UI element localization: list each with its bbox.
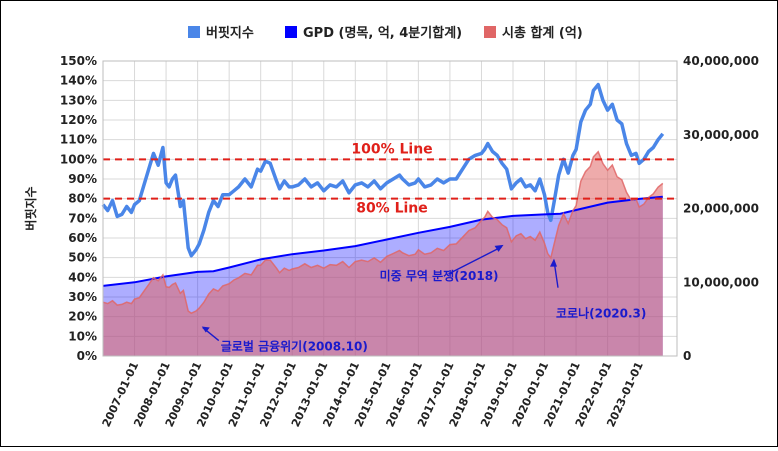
y-right-tick-label: 20,000,000: [683, 202, 759, 216]
y-left-tick-label: 50%: [68, 251, 97, 265]
annotation-label: 코로나(2020.3): [556, 306, 646, 321]
legend-swatch-1: [285, 26, 297, 38]
y-left-tick-label: 100%: [60, 152, 97, 166]
reference-line-label: 80% Line: [356, 201, 428, 217]
legend-swatch-0: [188, 26, 200, 38]
y-right-tick-label: 0: [683, 349, 691, 363]
annotation-arrow: [448, 246, 502, 275]
y-left-tick-label: 140%: [60, 74, 97, 88]
y-right-tick-label: 40,000,000: [683, 54, 759, 68]
series-area-2: [103, 151, 663, 356]
legend-label: 버핏지수: [206, 25, 254, 41]
legend-swatch-2: [484, 26, 496, 38]
annotation-label: 글로벌 금융위기(2008.10): [221, 339, 368, 354]
y-left-tick-label: 0%: [77, 349, 97, 363]
y-left-tick-label: 70%: [68, 211, 97, 225]
annotation-label: 미중 무역 분쟁(2018): [380, 268, 499, 283]
legend: 버핏지수 GPD (명목, 억, 4분기합계) 시총 합계 (억): [188, 25, 583, 41]
y-left-tick-label: 80%: [68, 192, 97, 206]
y-left-tick-label: 90%: [68, 172, 97, 186]
annotation-arrowhead: [494, 244, 504, 252]
legend-label: 시총 합계 (억): [502, 25, 583, 41]
plot-border: [102, 60, 678, 357]
y-left-tick-label: 150%: [60, 54, 97, 68]
annotations: 글로벌 금융위기(2008.10) 미중 무역 분쟁(2018) 코로나(2020.…: [201, 244, 646, 354]
annotation-arrowhead: [550, 258, 557, 267]
y-left-tick-label: 120%: [60, 113, 97, 127]
y-left-tick-label: 130%: [60, 93, 97, 107]
y-left-tick-label: 20%: [68, 310, 97, 324]
y-left-tick-label: 110%: [60, 133, 97, 147]
reference-lines: 100% Line 80% Line: [103, 141, 677, 217]
y-right-tick-label: 10,000,000: [683, 275, 759, 289]
y-left-axis-title: 버핏지수: [23, 186, 38, 230]
y-left-tick-label: 30%: [68, 290, 97, 304]
series-line-2: [102, 150, 664, 315]
y-left-tick-label: 40%: [68, 270, 97, 284]
annotation-arrowhead: [201, 326, 210, 333]
legend-label: GPD (명목, 억, 4분기합계): [303, 25, 462, 41]
y-right-tick-label: 30,000,000: [683, 128, 759, 142]
series-line-0: [101, 82, 665, 258]
y-left-tick-label: 60%: [68, 231, 97, 245]
reference-line-label: 100% Line: [351, 141, 432, 157]
y-left-tick-label: 10%: [68, 329, 97, 343]
series-areas: [103, 151, 663, 356]
series-line-1: [102, 195, 663, 287]
series-lines: [101, 82, 665, 315]
